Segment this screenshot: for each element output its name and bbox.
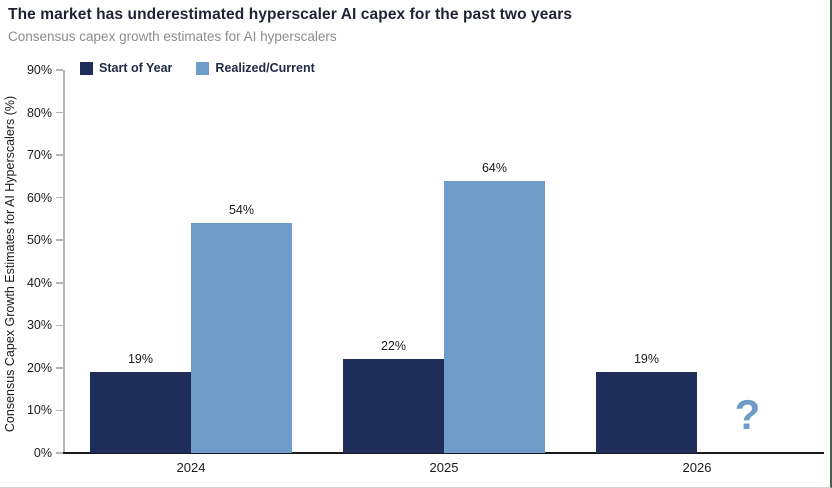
y-tick-label: 60% [26,190,52,205]
x-tick-label-2026: 2026 [682,460,712,475]
bar-2025-start-of-year [343,359,444,453]
legend-label: Start of Year [99,61,173,75]
legend: Start of Year Realized/Current [80,61,315,75]
y-tick-label: 50% [26,233,52,248]
y-tick-label: 0% [33,446,52,460]
bar-2026-start-of-year [596,372,697,453]
y-tick-mark [56,154,63,156]
plot-area: 0% 10% 20% 30% 40% 50% 60% 70% 80% 90% 19% 54% 2024 2… [27,63,824,475]
bar-value-label: 22% [380,339,407,354]
y-tick-label: 40% [26,275,52,290]
legend-item-start-of-year: Start of Year [80,61,172,75]
y-tick-label: 80% [26,105,52,120]
legend-swatch-realized-current [196,61,210,75]
y-tick-mark [56,239,63,241]
y-axis-title-text: Consensus Capex Growth Estimates for AI … [3,95,17,433]
y-tick-label: 70% [26,148,52,163]
legend-item-realized-current: Realized/Current [196,61,315,75]
y-tick-label: 20% [26,360,52,375]
x-tick-label-2025: 2025 [429,460,459,475]
bar-value-label: 64% [481,160,508,175]
bar-2024-realized-current [191,223,292,453]
y-tick-label: 30% [26,318,52,333]
bar-2025-realized-current [444,180,545,453]
y-tick-mark [56,409,63,412]
y-axis-line [63,70,65,453]
bar-2024-start-of-year [90,372,191,453]
y-tick-mark [56,282,63,284]
bar-value-label: 19% [633,352,660,367]
y-tick-label: 10% [26,403,52,418]
missing-data-question-mark: ? [734,391,761,438]
legend-label: Realized/Current [215,61,315,75]
y-tick-mark [56,452,63,454]
bar-value-label: 19% [127,352,154,367]
bar-value-label: 54% [228,203,255,218]
y-tick-mark [56,196,63,199]
y-tick-mark [56,367,63,369]
chart-title: The market has underestimated hyperscale… [8,6,573,23]
y-tick-mark [56,69,63,71]
y-tick-label: 90% [26,63,52,77]
legend-swatch-start-of-year [80,61,93,75]
x-tick-label-2024: 2024 [176,460,206,475]
y-tick-mark [56,111,63,114]
x-axis-line [63,452,824,454]
y-tick-mark [56,324,63,327]
chart-subtitle: Consensus capex growth estimates for AI … [8,29,337,44]
